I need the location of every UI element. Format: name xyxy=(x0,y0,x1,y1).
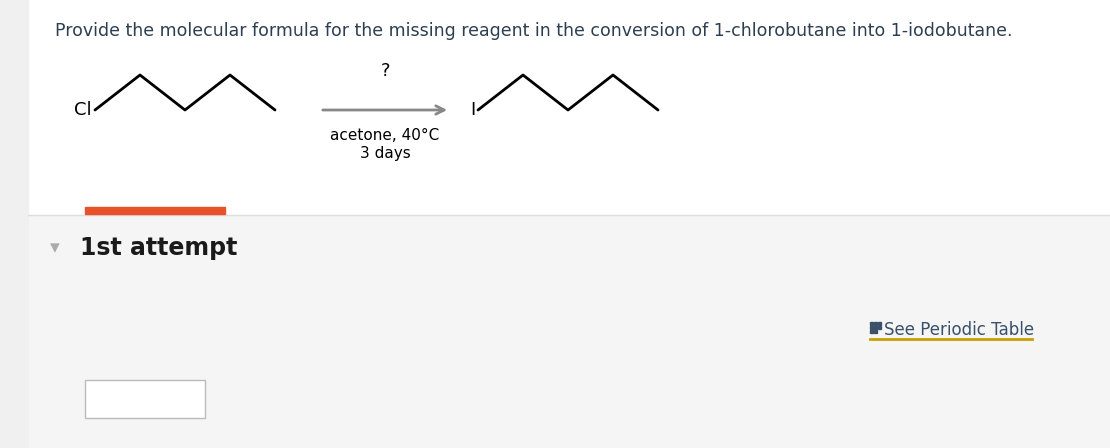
Text: Provide the molecular formula for the missing reagent in the conversion of 1-chl: Provide the molecular formula for the mi… xyxy=(56,22,1012,40)
Bar xyxy=(874,322,877,325)
Text: 1st attempt: 1st attempt xyxy=(80,236,238,260)
Text: I: I xyxy=(470,101,475,119)
Bar xyxy=(0,215,1110,448)
Bar xyxy=(878,326,881,329)
Bar xyxy=(85,207,225,214)
Bar xyxy=(874,330,877,333)
Bar xyxy=(0,0,1110,215)
Text: See Periodic Table: See Periodic Table xyxy=(884,321,1035,339)
Text: 3 days: 3 days xyxy=(360,146,411,161)
Bar xyxy=(874,326,877,329)
Bar xyxy=(85,380,205,418)
Text: acetone, 40°C: acetone, 40°C xyxy=(331,128,440,143)
Text: Cl: Cl xyxy=(74,101,92,119)
Text: ?: ? xyxy=(381,62,390,80)
Bar xyxy=(870,326,872,329)
Bar xyxy=(870,330,872,333)
Bar xyxy=(0,0,28,448)
Text: ▾: ▾ xyxy=(50,238,60,258)
Bar xyxy=(870,322,872,325)
Bar xyxy=(878,322,881,325)
